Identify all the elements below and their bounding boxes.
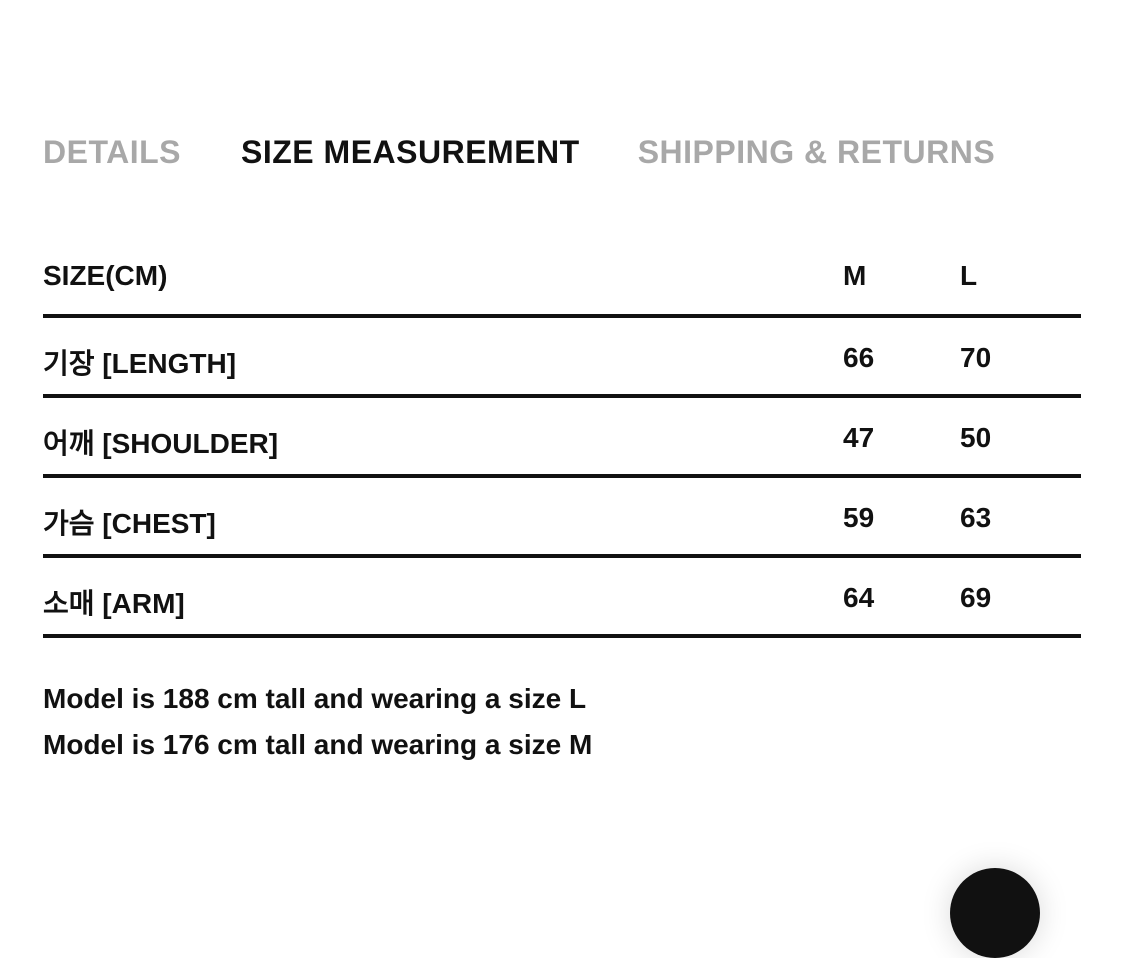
tab-size-measurement[interactable]: SIZE MEASUREMENT — [241, 134, 580, 170]
value-m: 47 — [843, 422, 875, 453]
measure-label: 어깨 [SHOULDER] — [43, 428, 279, 459]
header-m: M — [843, 260, 867, 291]
measure-label: 소매 [ARM] — [43, 588, 185, 619]
model-notes: Model is 188 cm tall and wearing a size … — [43, 676, 592, 768]
table-header-row: SIZE(CM) M L — [43, 254, 1081, 318]
header-size: SIZE(CM) — [43, 260, 168, 291]
size-table: SIZE(CM) M L 기장 [LENGTH] 66 70 어깨 [SHOUL… — [43, 254, 1081, 638]
measure-label: 기장 [LENGTH] — [43, 348, 237, 379]
table-row: 소매 [ARM] 64 69 — [43, 558, 1081, 638]
tab-details[interactable]: DETAILS — [43, 134, 182, 170]
floating-action-button[interactable] — [950, 868, 1040, 958]
table-row: 어깨 [SHOULDER] 47 50 — [43, 398, 1081, 478]
product-info-tabs: DETAILS SIZE MEASUREMENT SHIPPING & RETU… — [43, 134, 995, 171]
value-l: 50 — [960, 422, 992, 453]
value-l: 63 — [960, 502, 992, 533]
table-row: 가슴 [CHEST] 59 63 — [43, 478, 1081, 558]
tab-shipping-returns[interactable]: SHIPPING & RETURNS — [637, 134, 996, 170]
value-m: 64 — [843, 582, 875, 613]
model-note: Model is 176 cm tall and wearing a size … — [43, 729, 593, 760]
value-l: 69 — [960, 582, 992, 613]
model-note: Model is 188 cm tall and wearing a size … — [43, 683, 587, 714]
value-l: 70 — [960, 342, 992, 373]
value-m: 66 — [843, 342, 875, 373]
measure-label: 가슴 [CHEST] — [43, 508, 216, 539]
value-m: 59 — [843, 502, 875, 533]
table-row: 기장 [LENGTH] 66 70 — [43, 318, 1081, 398]
header-l: L — [960, 260, 978, 291]
